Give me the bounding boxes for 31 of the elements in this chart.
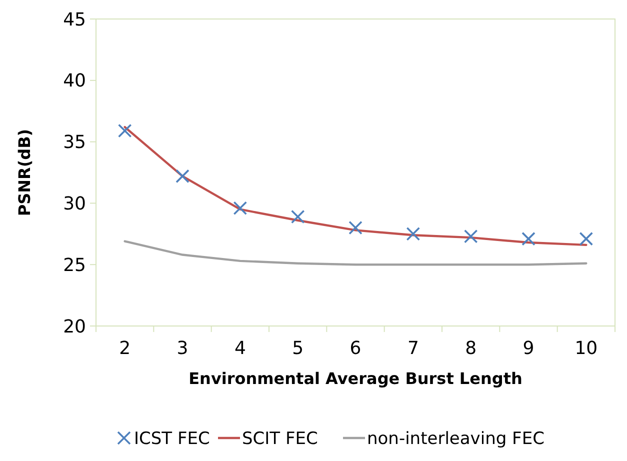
y-tick-label: 45 (63, 9, 86, 30)
point (290, 210, 305, 224)
y-tick-label: 30 (63, 194, 86, 214)
point (233, 201, 248, 216)
point (522, 232, 536, 246)
line-series (124, 240, 588, 266)
point (348, 220, 362, 235)
x-tick-label: 5 (292, 338, 304, 359)
y-tick-label: 20 (63, 316, 86, 338)
x-tick-label: 10 (574, 338, 598, 359)
point (176, 169, 190, 184)
x-tick-label: 9 (522, 338, 534, 359)
x-tick-label: 2 (119, 338, 131, 359)
y-tick-label: 25 (63, 254, 86, 276)
point (579, 232, 594, 246)
x-tick-label: 3 (176, 338, 188, 359)
legend-label: ICST FEC (134, 429, 210, 449)
y-tick-label: 40 (63, 70, 86, 92)
point (464, 229, 478, 244)
legend-label: non-interleaving FEC (367, 429, 544, 449)
x-tick-label: 8 (465, 338, 477, 359)
point (118, 124, 132, 138)
x-tick-label: 6 (350, 338, 362, 359)
point (406, 227, 420, 241)
x-tick-label: 4 (234, 338, 246, 359)
y-tick-label: 35 (63, 132, 86, 154)
y-axis-title: PSNR(dB) (15, 128, 34, 216)
x-axis-title: Environmental Average Burst Length (188, 369, 522, 388)
legend-label: SCIT FEC (242, 429, 318, 449)
x-tick-label: 7 (407, 338, 419, 359)
line-series (124, 126, 588, 246)
